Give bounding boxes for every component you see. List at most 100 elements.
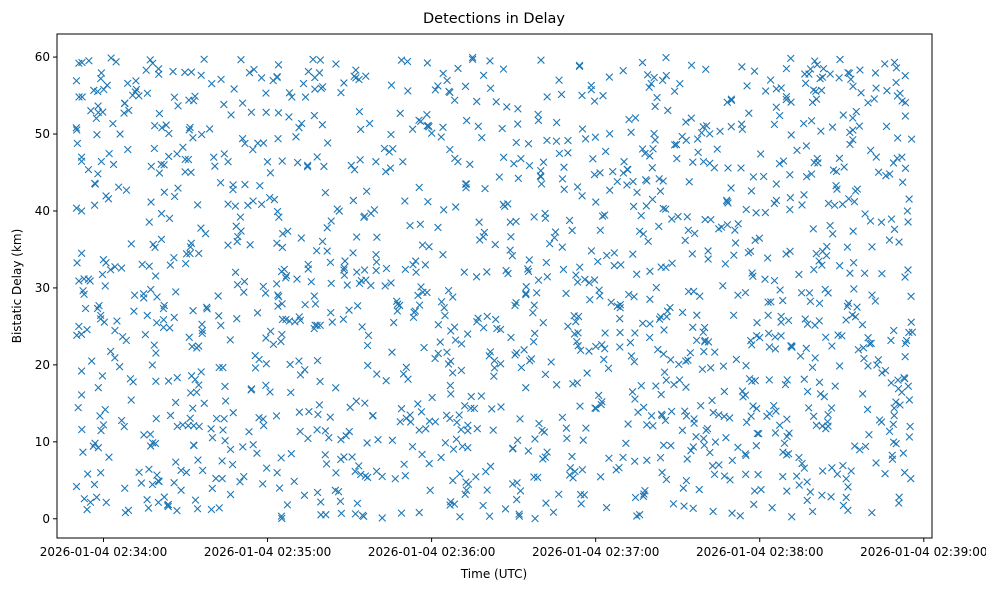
data-point (815, 299, 824, 308)
data-point (212, 474, 220, 483)
data-point (246, 241, 254, 249)
data-point (157, 209, 166, 218)
data-point (462, 116, 471, 125)
data-point (786, 193, 795, 202)
data-point (278, 229, 287, 238)
data-point (610, 249, 619, 257)
data-point (885, 427, 894, 436)
data-point (495, 173, 504, 181)
data-point (833, 185, 841, 193)
data-point (627, 128, 635, 137)
data-point (203, 305, 211, 313)
data-point (658, 468, 666, 477)
data-point (793, 146, 801, 155)
data-point (743, 82, 751, 90)
data-point (896, 401, 904, 409)
data-point (719, 281, 727, 290)
data-point (904, 382, 913, 390)
data-point (782, 92, 791, 101)
data-point (541, 209, 549, 218)
data-point (130, 307, 138, 316)
data-point (742, 361, 750, 370)
data-point (180, 68, 189, 77)
data-point (786, 54, 795, 63)
data-point (741, 450, 750, 458)
data-point (92, 493, 101, 502)
data-point (529, 337, 538, 346)
data-point (479, 323, 488, 332)
data-point (801, 315, 810, 323)
data-point (368, 412, 377, 420)
data-point (662, 71, 671, 80)
data-point (844, 194, 853, 203)
data-point (892, 78, 900, 87)
data-point (155, 169, 164, 177)
data-point (343, 281, 352, 289)
data-point (589, 154, 597, 163)
data-point (752, 441, 761, 450)
data-point (416, 220, 425, 229)
data-point (277, 267, 286, 276)
data-point (437, 133, 445, 141)
data-point (273, 207, 282, 216)
data-point (503, 103, 511, 111)
data-point (590, 97, 599, 105)
data-point (892, 64, 901, 72)
data-point (98, 108, 107, 116)
data-point (309, 55, 317, 64)
data-point (297, 234, 306, 242)
data-point (395, 301, 404, 310)
data-point (107, 54, 115, 62)
data-point (543, 273, 552, 281)
data-point (83, 470, 92, 478)
data-point (808, 507, 817, 516)
data-point (850, 285, 858, 293)
data-point (672, 140, 681, 149)
data-point (216, 178, 225, 187)
data-point (240, 277, 249, 286)
data-point (387, 81, 396, 89)
data-point (864, 362, 872, 370)
data-point (468, 53, 477, 62)
data-point (300, 491, 309, 500)
data-point (656, 453, 665, 462)
data-point (312, 246, 321, 255)
data-point (868, 243, 876, 251)
data-point (682, 118, 690, 126)
data-point (351, 510, 360, 518)
data-point (674, 212, 682, 221)
data-point (409, 260, 417, 269)
data-point (273, 239, 281, 248)
data-point (473, 317, 481, 326)
data-point (680, 502, 688, 510)
data-point (401, 197, 409, 205)
data-point (207, 505, 216, 514)
data-point (696, 401, 705, 410)
data-point (645, 152, 654, 160)
data-point (828, 230, 837, 238)
data-point (491, 315, 500, 324)
data-point (389, 318, 398, 327)
data-point (892, 398, 900, 406)
data-point (269, 76, 277, 85)
data-point (362, 187, 371, 196)
data-point (310, 111, 319, 120)
data-point (313, 488, 322, 497)
data-point (169, 67, 177, 76)
data-point (231, 268, 240, 277)
data-point (200, 399, 209, 408)
data-point (105, 453, 113, 461)
data-point (690, 419, 698, 428)
data-point (639, 403, 648, 412)
data-point (148, 438, 157, 447)
data-point (552, 118, 561, 127)
data-point (355, 75, 363, 84)
data-point (123, 79, 132, 88)
data-point (401, 471, 410, 480)
data-point (728, 456, 737, 465)
data-point (783, 376, 791, 384)
data-point (221, 397, 230, 405)
data-point (278, 157, 287, 165)
data-point (655, 174, 663, 183)
